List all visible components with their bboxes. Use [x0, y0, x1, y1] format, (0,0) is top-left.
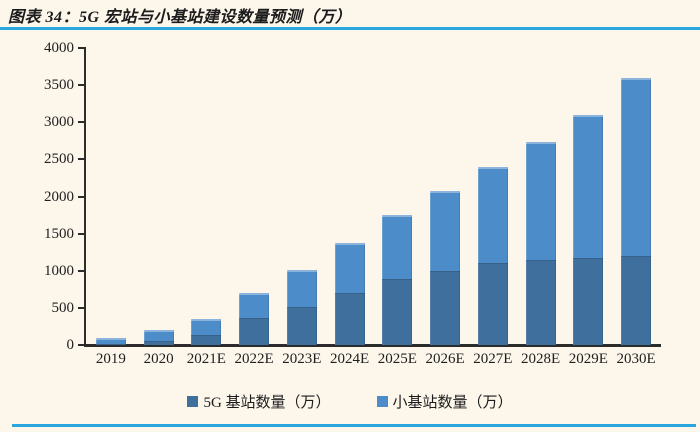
- y-tick-label: 1000: [44, 262, 74, 279]
- x-tick-label-2030E: 2030E: [616, 351, 656, 367]
- y-tick-label: 0: [66, 337, 75, 353]
- bar-2020: [143, 330, 174, 345]
- bar-slot-2027E: [469, 48, 517, 345]
- bar-2028E: [525, 142, 556, 345]
- segment-small-cell-2030E: [621, 77, 652, 256]
- segment-5g-2021E: [191, 335, 222, 345]
- bar-2026E: [430, 190, 461, 345]
- segment-small-cell-2025E: [382, 215, 413, 279]
- y-axis-line: [84, 47, 86, 347]
- x-tick-label-2023E: 2023E: [282, 351, 322, 367]
- y-tick-label: 2000: [44, 188, 74, 205]
- y-tick-mark: [78, 306, 84, 309]
- segment-5g-2020: [143, 340, 174, 345]
- legend-item-small-cell: 小基站数量（万）: [376, 391, 513, 412]
- bar-slot-2019: [87, 48, 135, 345]
- bar-2029E: [573, 114, 604, 345]
- bar-slot-2023E: [278, 48, 326, 345]
- y-tick-label: 500: [51, 299, 75, 316]
- bar-slot-2026E: [421, 48, 469, 345]
- bar-2022E: [239, 293, 270, 345]
- bar-2025E: [382, 215, 413, 345]
- y-tick-mark: [78, 84, 84, 87]
- segment-5g-2019: [95, 343, 126, 345]
- segment-small-cell-2020: [143, 330, 174, 341]
- bar-slot-2020: [135, 48, 183, 345]
- segment-5g-2025E: [382, 278, 413, 345]
- segment-small-cell-2029E: [573, 114, 604, 259]
- y-tick-label: 3000: [44, 114, 74, 131]
- y-tick-mark: [78, 232, 84, 235]
- bar-slot-2024E: [326, 48, 374, 345]
- x-tick-label-2021E: 2021E: [186, 351, 226, 367]
- x-tick-label-2024E: 2024E: [330, 351, 370, 367]
- segment-small-cell-2023E: [286, 270, 317, 308]
- chart-legend: 5G 基站数量（万） 小基站数量（万）: [0, 391, 700, 412]
- x-tick-label-2027E: 2027E: [473, 351, 513, 367]
- y-tick-label: 1500: [44, 225, 74, 242]
- bar-slot-2029E: [565, 48, 613, 345]
- y-tick-mark: [78, 47, 84, 49]
- bar-slot-2021E: [183, 48, 231, 345]
- segment-small-cell-2019: [95, 338, 126, 344]
- segment-small-cell-2027E: [477, 166, 508, 264]
- segment-5g-2023E: [286, 307, 317, 345]
- segment-small-cell-2026E: [430, 190, 461, 271]
- segment-5g-2030E: [621, 255, 652, 345]
- segment-small-cell-2022E: [239, 293, 270, 319]
- bar-slot-2022E: [230, 48, 278, 345]
- segment-small-cell-2028E: [525, 142, 556, 261]
- y-tick-label: 4000: [44, 40, 74, 56]
- y-tick-mark: [78, 195, 84, 198]
- segment-small-cell-2021E: [191, 319, 222, 336]
- segment-small-cell-2024E: [334, 243, 365, 294]
- y-tick-mark: [78, 158, 84, 161]
- x-axis-labels: 2019 2020 2021E 2022E 2023E 2024E 2025E 2026E 20…: [87, 351, 660, 368]
- bar-2021E: [191, 319, 222, 345]
- bar-2030E: [621, 77, 652, 345]
- segment-5g-2026E: [430, 270, 461, 345]
- segment-5g-2022E: [239, 318, 270, 345]
- legend-swatch-small-cell: [376, 396, 388, 407]
- y-tick-label: 3500: [44, 77, 74, 94]
- legend-item-5g: 5G 基站数量（万）: [187, 391, 331, 412]
- segment-5g-2024E: [334, 293, 365, 345]
- x-axis-line: [84, 344, 661, 347]
- x-tick-label-2028E: 2028E: [521, 351, 561, 367]
- bar-slot-2028E: [517, 48, 565, 345]
- y-tick-mark: [78, 269, 84, 272]
- bar-2027E: [477, 166, 508, 345]
- x-tick-label-2019: 2019: [95, 351, 126, 367]
- title-underline: [0, 27, 700, 30]
- x-tick-label-2025E: 2025E: [377, 351, 417, 367]
- legend-label-small-cell: 小基站数量（万）: [392, 395, 513, 411]
- bar-2024E: [334, 243, 365, 345]
- x-tick-label-2029E: 2029E: [568, 351, 608, 367]
- bar-slot-2030E: [612, 48, 660, 345]
- bar-2023E: [286, 270, 317, 345]
- x-tick-label-2022E: 2022E: [234, 351, 274, 367]
- legend-swatch-5g: [187, 396, 199, 407]
- bar-2019: [95, 338, 126, 345]
- figure-title: 图表 34：5G 宏站与小基站建设数量预测（万）: [8, 9, 352, 26]
- bottom-rule: [12, 424, 696, 427]
- bar-slot-2025E: [374, 48, 422, 345]
- segment-5g-2029E: [573, 258, 604, 345]
- y-tick-mark: [78, 121, 84, 124]
- y-tick-label: 2500: [44, 151, 74, 168]
- segment-5g-2027E: [477, 263, 508, 345]
- bar-series-container: [87, 48, 660, 345]
- x-tick-label-2026E: 2026E: [425, 351, 465, 367]
- x-tick-label-2020: 2020: [143, 351, 174, 367]
- legend-label-5g: 5G 基站数量（万）: [203, 395, 331, 411]
- y-tick-mark: [78, 344, 84, 346]
- segment-5g-2028E: [525, 260, 556, 345]
